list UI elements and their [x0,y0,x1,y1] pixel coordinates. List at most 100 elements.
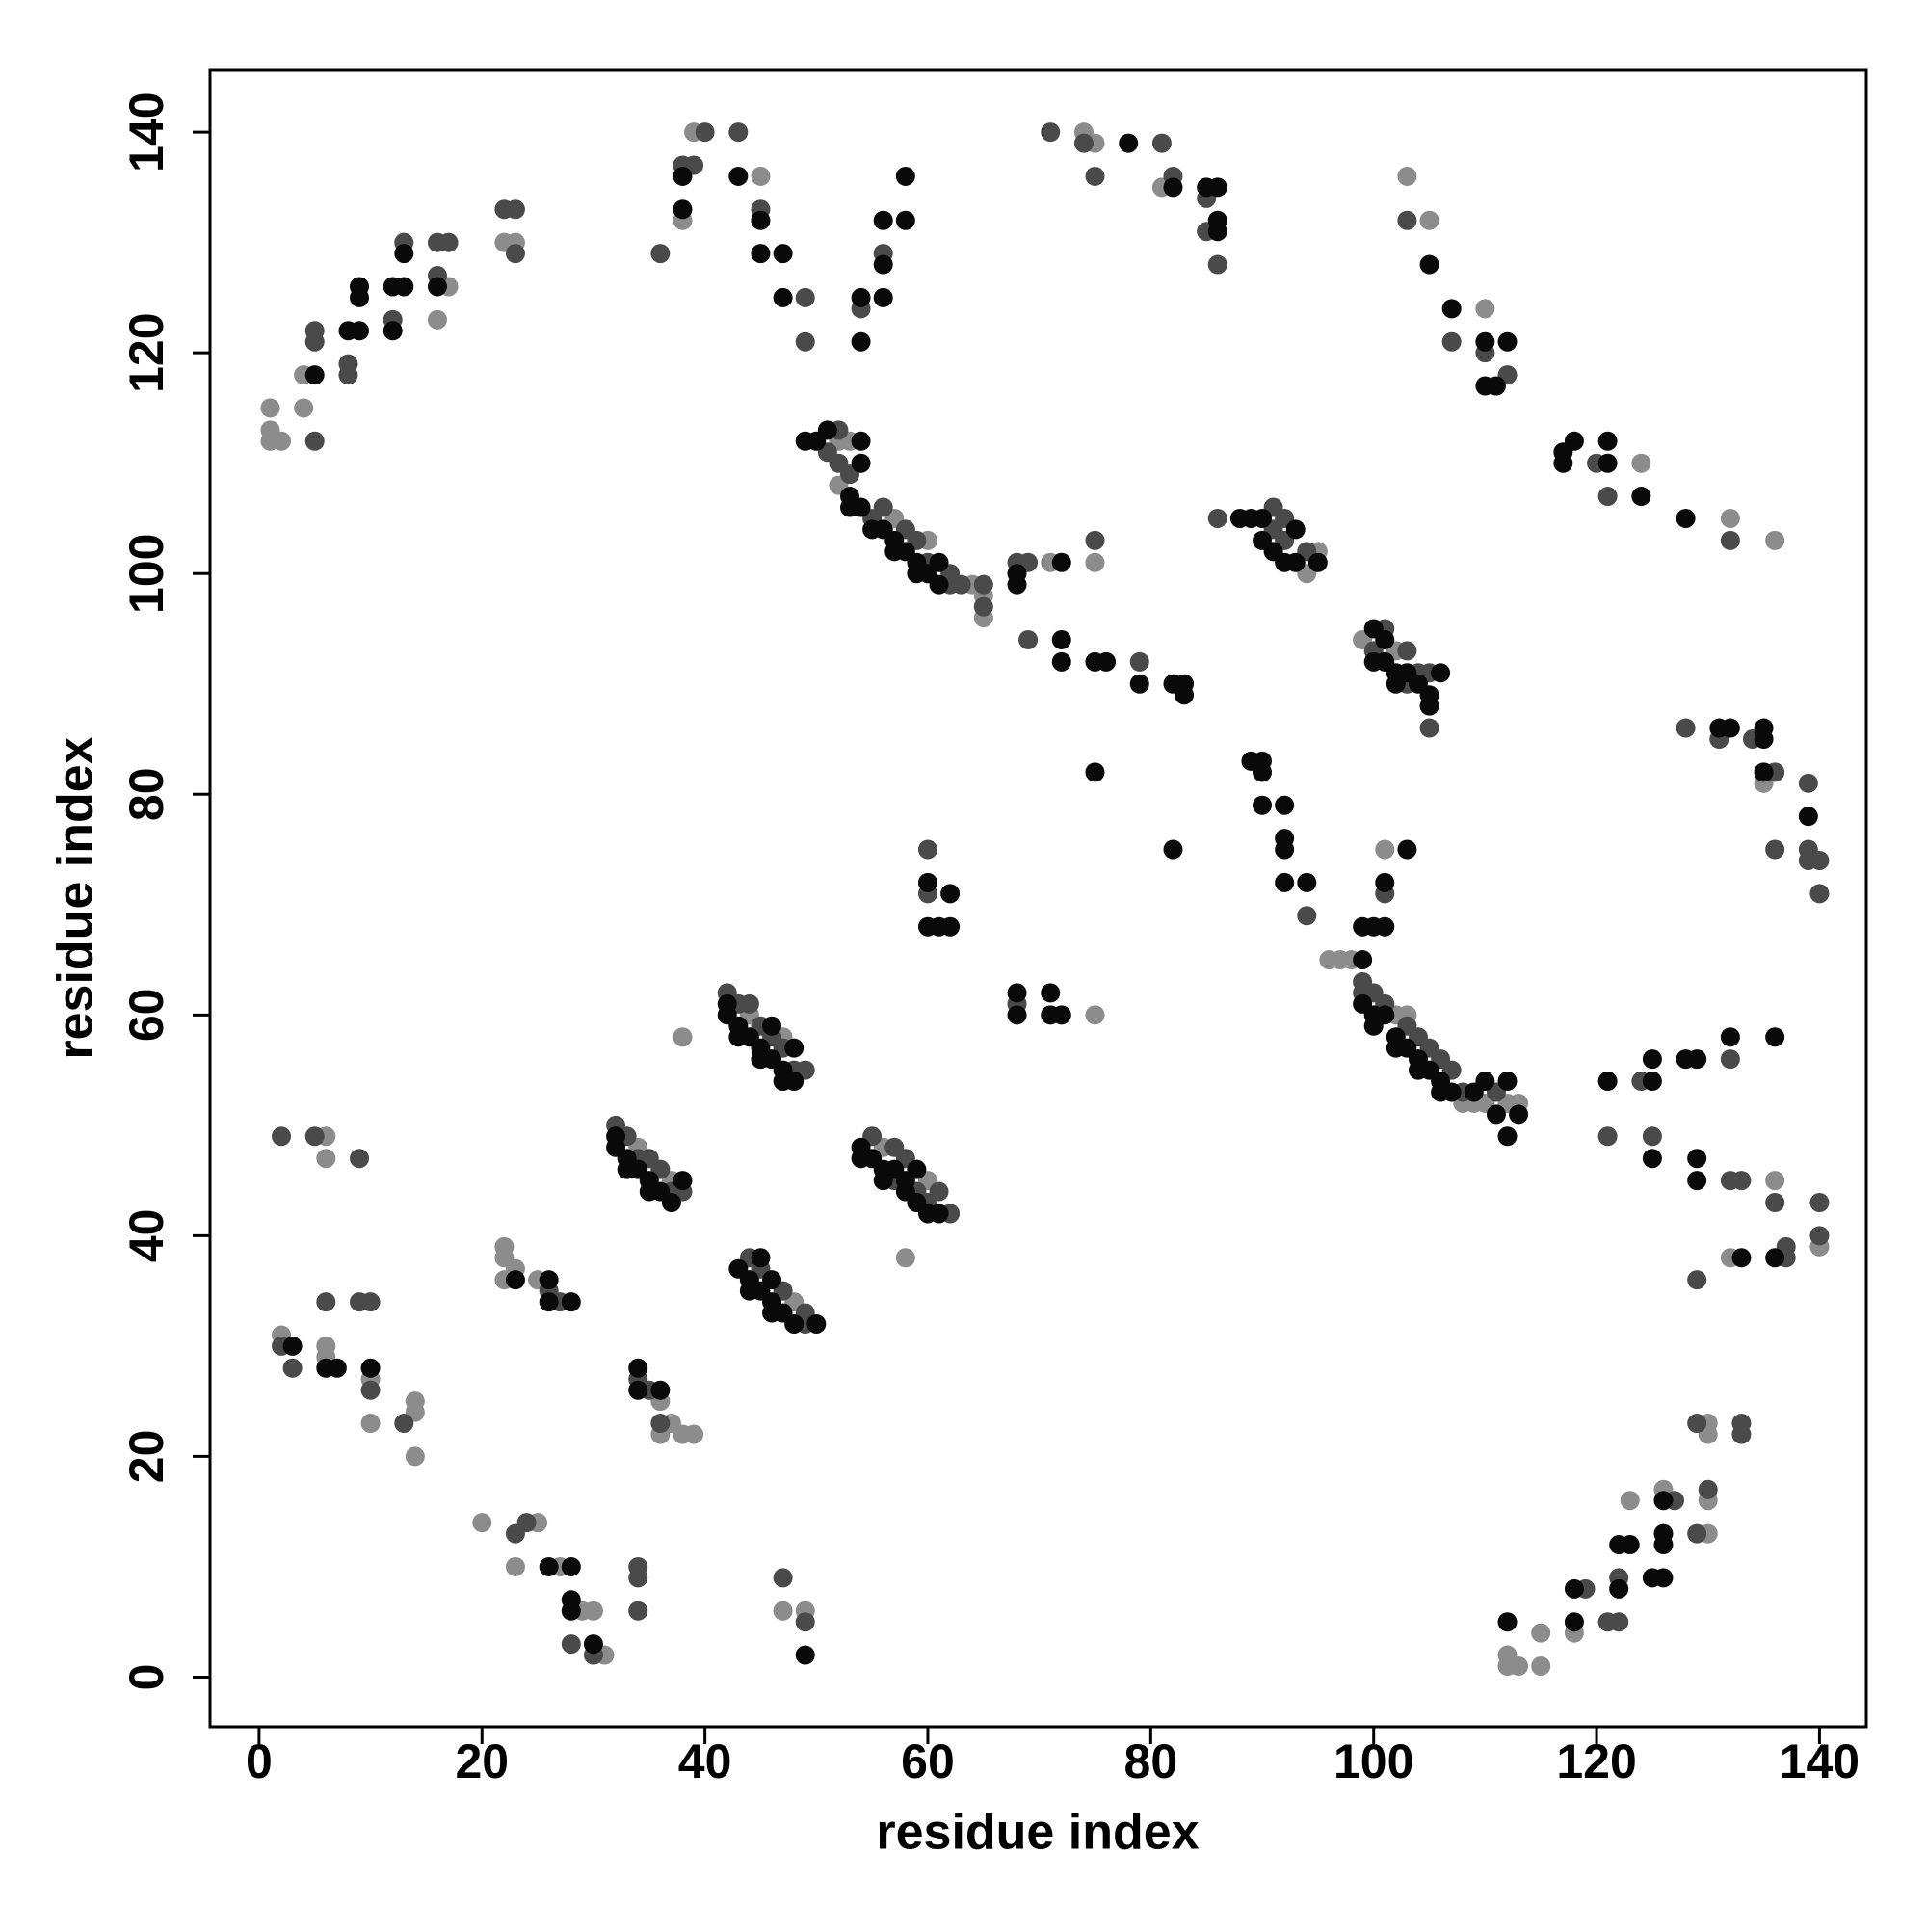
point [1375,629,1395,649]
point [1497,1612,1518,1632]
point [650,244,671,264]
point [1765,1193,1785,1213]
point [561,1634,581,1654]
point [1096,651,1117,672]
point [1297,906,1317,926]
point [973,596,993,617]
point [1809,850,1830,870]
point [304,365,325,385]
point [650,1380,671,1400]
point [1397,641,1417,661]
point [1285,552,1306,572]
point [1798,807,1818,827]
y-tick-label: 80 [119,767,173,821]
point [795,331,815,352]
point [851,331,871,352]
point [1597,453,1618,473]
point [539,1270,559,1290]
plot-frame [208,68,1868,1729]
point [316,1149,336,1169]
point [1642,1072,1662,1092]
point [695,122,715,143]
point [1129,651,1149,672]
point [1253,762,1273,782]
point [751,166,771,186]
point [762,1016,782,1036]
point [1653,1491,1674,1511]
point [505,244,525,264]
point [1531,1656,1551,1677]
point [773,1601,793,1621]
point [539,1292,559,1312]
point [1007,1005,1027,1025]
point [1731,1171,1752,1191]
point [1809,884,1830,904]
point [1431,663,1451,683]
point [472,1513,492,1533]
y-tick-label: 0 [119,1664,173,1691]
point [817,420,837,440]
point [1531,1623,1551,1643]
point [360,1414,381,1434]
point [1720,1027,1740,1047]
point [951,574,971,595]
point [751,244,771,264]
point [1731,1248,1752,1268]
point [561,1601,581,1621]
point [561,1556,581,1576]
point [1609,1612,1629,1632]
y-tick-label: 120 [119,312,173,392]
point [684,1424,704,1444]
point [394,1414,414,1434]
point [1085,552,1105,572]
point [1375,916,1395,937]
point [505,199,525,220]
point [895,1248,915,1268]
point [1564,1578,1584,1599]
point [1085,1005,1105,1025]
point [851,453,871,473]
point [1597,1126,1618,1147]
point [673,166,693,186]
point [1486,376,1506,396]
point [1642,1126,1662,1147]
point [1163,839,1183,860]
point [394,244,414,264]
y-tick-label: 40 [119,1209,173,1263]
point [940,916,961,937]
point [851,287,871,307]
point [1085,530,1105,550]
point [1676,508,1696,528]
point [561,1292,581,1312]
point [1041,122,1061,143]
point [1119,133,1139,153]
point [661,1193,681,1213]
point [516,1513,537,1533]
point [1073,133,1094,153]
point [1564,1612,1584,1632]
point [1475,1072,1495,1092]
point [539,1556,559,1576]
point [360,1358,381,1378]
x-tick-label: 140 [1780,1734,1860,1788]
point [784,1313,805,1334]
point [1307,552,1328,572]
point [1564,431,1584,451]
point [1397,166,1417,186]
point [1809,1226,1830,1246]
point [1720,530,1740,550]
point [272,1126,292,1147]
point [773,244,793,264]
point [628,1358,648,1378]
point [917,839,937,860]
point [784,1072,805,1092]
point [1051,651,1071,672]
point [1687,1523,1707,1544]
point [1642,1049,1662,1070]
x-axis-title: residue index [876,1805,1199,1861]
point [650,1414,671,1434]
point [673,1027,693,1047]
point [1375,872,1395,892]
point [940,884,961,904]
point [427,277,447,297]
